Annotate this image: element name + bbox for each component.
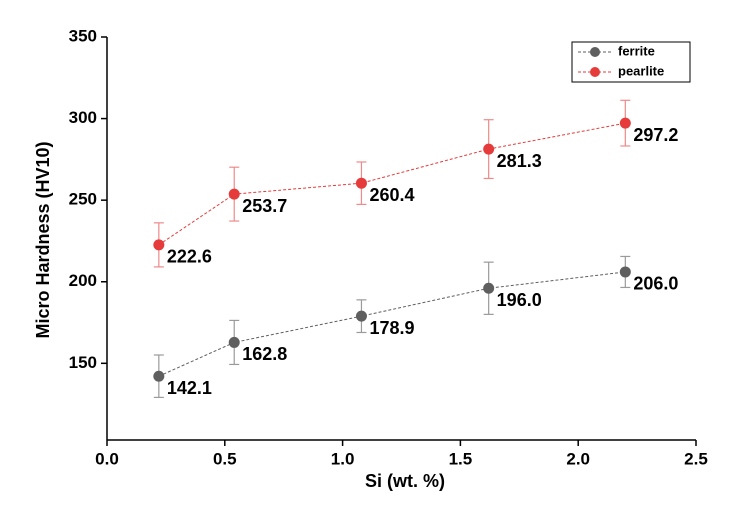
value-label: 178.9 [369, 318, 414, 338]
data-point [153, 370, 165, 382]
value-label: 222.6 [167, 247, 212, 267]
y-tick-label: 250 [69, 190, 97, 209]
value-label: 281.3 [497, 151, 542, 171]
y-tick-label: 350 [69, 26, 97, 45]
x-axis-title: Si (wt. %) [365, 471, 445, 491]
series-line [158, 122, 626, 246]
data-point [228, 336, 240, 348]
value-label: 142.1 [167, 378, 212, 398]
data-point [153, 239, 165, 251]
data-point [355, 177, 367, 189]
data-point [619, 266, 631, 278]
y-tick-label: 200 [69, 271, 97, 290]
x-tick-label: 2.0 [566, 449, 590, 468]
y-tick-label: 150 [69, 353, 97, 372]
x-tick-label: 1.5 [449, 449, 473, 468]
value-label: 297.2 [633, 125, 678, 145]
legend-marker [590, 67, 600, 77]
x-tick-label: 1.0 [331, 449, 355, 468]
value-label: 196.0 [497, 290, 542, 310]
data-point [483, 143, 495, 155]
x-tick-label: 0.5 [213, 449, 237, 468]
data-point [619, 117, 631, 129]
value-label: 206.0 [633, 274, 678, 294]
x-tick-label: 0.0 [95, 449, 119, 468]
data-point [355, 310, 367, 322]
y-axis-title: Micro Hardness (HV10) [33, 141, 53, 338]
legend-label: pearlite [618, 63, 664, 78]
value-label: 253.7 [242, 196, 287, 216]
value-label: 162.8 [242, 344, 287, 364]
legend-marker [590, 47, 600, 57]
y-tick-label: 300 [69, 108, 97, 127]
data-point [228, 188, 240, 200]
legend-label: ferrite [618, 43, 655, 58]
data-point [483, 282, 495, 294]
x-tick-label: 2.5 [684, 449, 708, 468]
value-label: 260.4 [369, 185, 414, 205]
